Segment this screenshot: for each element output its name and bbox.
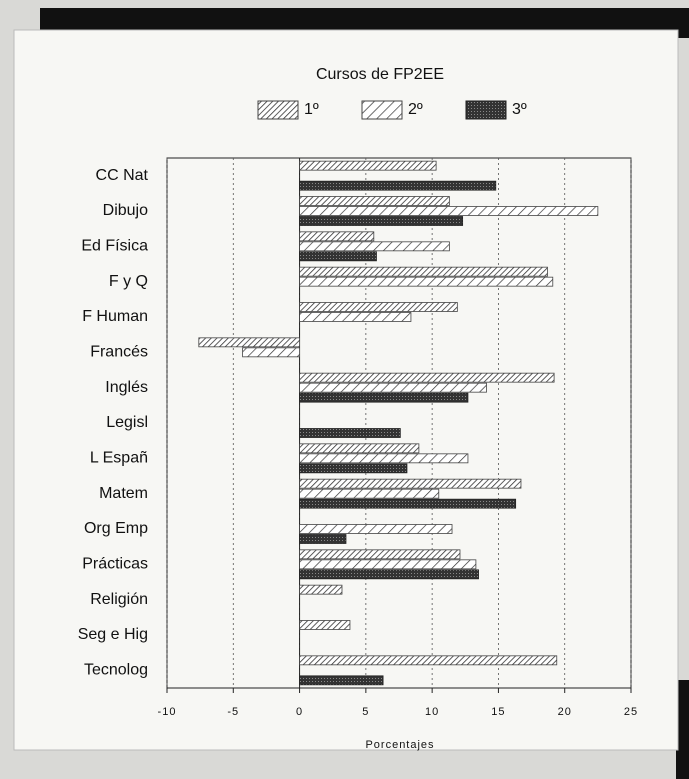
bar: [299, 620, 351, 630]
bar: [299, 549, 461, 560]
bar: [299, 266, 548, 277]
y-tick-label: Legisl: [106, 414, 148, 431]
x-tick-label: 5: [362, 706, 369, 718]
legend-label: 2º: [408, 101, 423, 118]
y-tick-label: Inglés: [105, 379, 148, 396]
y-tick-label: Dibujo: [103, 202, 148, 219]
bar: [299, 584, 343, 595]
y-tick-label: L Españ: [90, 450, 148, 467]
y-tick-label: Francés: [90, 344, 148, 361]
x-tick-label: 10: [425, 706, 439, 718]
chart-title: Cursos de FP2EE: [316, 66, 444, 83]
bar: [242, 347, 300, 358]
bar: [299, 216, 464, 226]
x-tick-label: 25: [624, 706, 638, 718]
y-tick-label: Prácticas: [82, 556, 148, 573]
bar: [299, 196, 450, 206]
y-tick-label: Seg e Hig: [78, 626, 148, 643]
bar: [299, 276, 554, 287]
y-tick-label: Religión: [90, 591, 148, 608]
legend-label: 3º: [512, 101, 527, 118]
y-tick-label: F Human: [82, 308, 148, 325]
bar: [299, 559, 477, 570]
bar: [299, 655, 558, 666]
x-tick-label: 0: [296, 706, 303, 718]
x-tick-label: -10: [158, 706, 177, 718]
y-tick-label: F y Q: [109, 273, 148, 290]
bar: [198, 337, 300, 348]
bar: [299, 463, 408, 474]
bar: [299, 372, 555, 383]
y-tick-label: Org Emp: [84, 520, 148, 537]
bar: [299, 498, 517, 509]
bar: [299, 524, 453, 534]
bar: [299, 428, 401, 438]
bar: [299, 569, 479, 580]
bar: [299, 534, 347, 544]
y-tick-label: Tecnolog: [84, 662, 148, 679]
y-tick-label: Matem: [99, 485, 148, 502]
x-tick-label: 20: [558, 706, 572, 718]
legend-swatch: [361, 100, 403, 120]
x-tick-label: -5: [227, 706, 239, 718]
bar: [299, 312, 412, 322]
legend-label: 1º: [304, 101, 319, 118]
legend-swatch: [465, 100, 507, 120]
bar: [299, 382, 487, 393]
x-tick-label: 15: [491, 706, 505, 718]
y-tick-label: Ed Física: [81, 238, 148, 255]
y-tick-label: CC Nat: [96, 167, 149, 184]
bar: [299, 241, 450, 252]
bar: [299, 160, 437, 171]
bar: [299, 675, 384, 686]
legend-swatch: [257, 100, 299, 120]
bar: [299, 206, 599, 216]
bar: [299, 251, 377, 262]
bar: [299, 453, 469, 464]
bar: [299, 488, 440, 499]
bar: [299, 392, 469, 403]
bar: [299, 302, 458, 312]
right-band: [676, 680, 689, 779]
bar: [299, 443, 420, 454]
bar: [299, 478, 522, 489]
bar: [299, 231, 375, 242]
x-axis-label: Porcentajes: [365, 739, 434, 751]
bar: [299, 180, 497, 191]
